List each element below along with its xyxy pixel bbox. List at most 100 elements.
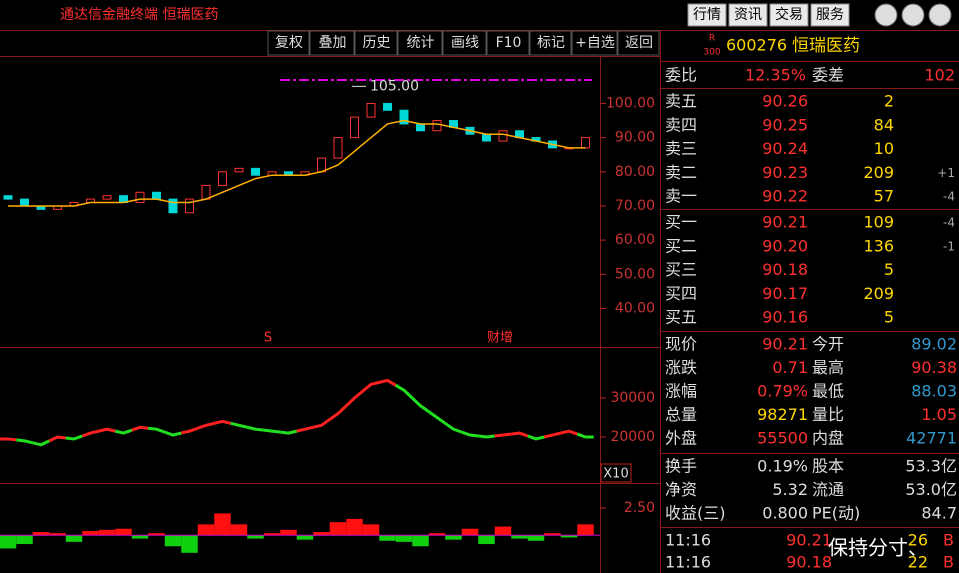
menu-button[interactable] xyxy=(769,3,809,27)
toolbar-button[interactable] xyxy=(529,30,572,56)
histogram-bar xyxy=(544,533,561,536)
change: -4 xyxy=(943,190,955,204)
indicator-segment xyxy=(543,431,562,439)
toolbar-button[interactable] xyxy=(486,30,530,56)
histogram-bar xyxy=(131,535,149,539)
toolbar-button[interactable] xyxy=(267,30,310,56)
value: 88.03 xyxy=(911,382,957,401)
indicator-segment xyxy=(427,410,447,425)
indicator-segment xyxy=(0,437,17,442)
value: 5.32 xyxy=(772,480,808,499)
y-tick-label: 90.00 xyxy=(615,130,655,146)
menu-button-label: 资讯 xyxy=(734,7,762,23)
candle xyxy=(581,137,590,149)
unit-label: X10 xyxy=(603,467,628,482)
histogram-bar xyxy=(49,533,66,536)
y-tick-label: 70.00 xyxy=(615,198,655,214)
indicator-segment xyxy=(345,389,364,407)
indicator-segment xyxy=(98,427,116,433)
label: 内盘 xyxy=(812,429,844,448)
label: 买五 xyxy=(665,308,697,327)
price: 90.21 xyxy=(762,213,808,232)
toolbar-button[interactable] xyxy=(397,30,443,56)
label: 股本 xyxy=(812,457,844,476)
change: -4 xyxy=(943,216,955,230)
toolbar-button[interactable] xyxy=(309,30,355,56)
y-tick-label: 50.00 xyxy=(615,266,655,282)
volume: 209 xyxy=(863,163,894,182)
indicator-segment xyxy=(296,425,314,433)
histogram-bar xyxy=(247,535,264,539)
histogram-bar xyxy=(263,533,281,536)
price: 90.26 xyxy=(762,92,808,111)
histogram-bar xyxy=(445,535,462,540)
candle xyxy=(399,109,409,125)
histogram-bar xyxy=(32,532,50,536)
candle xyxy=(498,130,508,142)
indicator-segment xyxy=(114,428,133,435)
toolbar-button[interactable] xyxy=(571,30,618,56)
toolbar-label: 复权 xyxy=(275,34,303,51)
histogram-bar xyxy=(395,535,413,542)
value: 0.71 xyxy=(772,358,808,377)
indicator-segment xyxy=(48,435,66,443)
histogram-bar xyxy=(478,535,495,545)
indicator-segment xyxy=(527,434,545,441)
histogram-bar xyxy=(362,524,380,536)
menu-button[interactable] xyxy=(687,3,727,27)
window-control[interactable] xyxy=(874,3,898,27)
indicator-segment xyxy=(328,404,348,421)
label: 买四 xyxy=(665,284,697,303)
price: 90.22 xyxy=(762,187,808,206)
candle xyxy=(234,167,244,173)
histogram-bar xyxy=(346,518,363,536)
indicator-segment xyxy=(411,396,430,413)
candle xyxy=(20,198,29,207)
label: PE(动) xyxy=(812,504,860,523)
y-tick-label: 20000 xyxy=(610,429,655,445)
label: 最低 xyxy=(812,382,844,401)
toolbar-button[interactable] xyxy=(354,30,398,56)
watermark: 保持分寸、 xyxy=(828,536,928,560)
candle xyxy=(482,133,491,142)
label: 涨跌 xyxy=(665,358,697,377)
menu-button[interactable] xyxy=(810,3,850,27)
value: 0.19% xyxy=(757,457,808,476)
label: 涨幅 xyxy=(665,382,697,401)
indicator-segment xyxy=(230,421,248,429)
side: B xyxy=(943,531,954,550)
candle xyxy=(135,191,145,204)
label: 买三 xyxy=(665,260,697,279)
label: 现价 xyxy=(665,335,697,354)
histogram-bar xyxy=(494,526,512,536)
volume: 26 xyxy=(908,531,928,550)
label: 卖三 xyxy=(665,139,697,158)
window-control[interactable] xyxy=(928,3,952,27)
window-control[interactable] xyxy=(901,3,925,27)
toolbar-label: 统计 xyxy=(407,35,435,51)
time: 11:16 xyxy=(665,531,711,550)
histogram-bar xyxy=(164,535,182,547)
label: 换手 xyxy=(665,457,697,476)
label: 今开 xyxy=(812,335,844,354)
toolbar-label: F10 xyxy=(496,35,522,51)
value: 0.800 xyxy=(762,504,808,523)
label: 最高 xyxy=(812,358,844,377)
signal-marker: S xyxy=(264,331,272,346)
candle xyxy=(168,198,178,214)
value: 84.7 xyxy=(921,504,957,523)
candle xyxy=(185,198,194,214)
histogram-bar xyxy=(230,524,248,536)
menu-button[interactable] xyxy=(728,3,768,27)
badge: R xyxy=(709,34,715,44)
indicator-segment xyxy=(478,434,495,439)
candle xyxy=(102,195,112,200)
indicator-segment xyxy=(16,438,34,445)
price: 90.21 xyxy=(786,531,832,550)
toolbar-button[interactable] xyxy=(442,30,487,56)
y-tick-label: 2.50 xyxy=(624,500,655,516)
histogram-bar xyxy=(577,524,594,536)
price: 90.20 xyxy=(762,236,808,255)
toolbar-button[interactable] xyxy=(617,30,660,56)
price: 90.25 xyxy=(762,115,808,134)
